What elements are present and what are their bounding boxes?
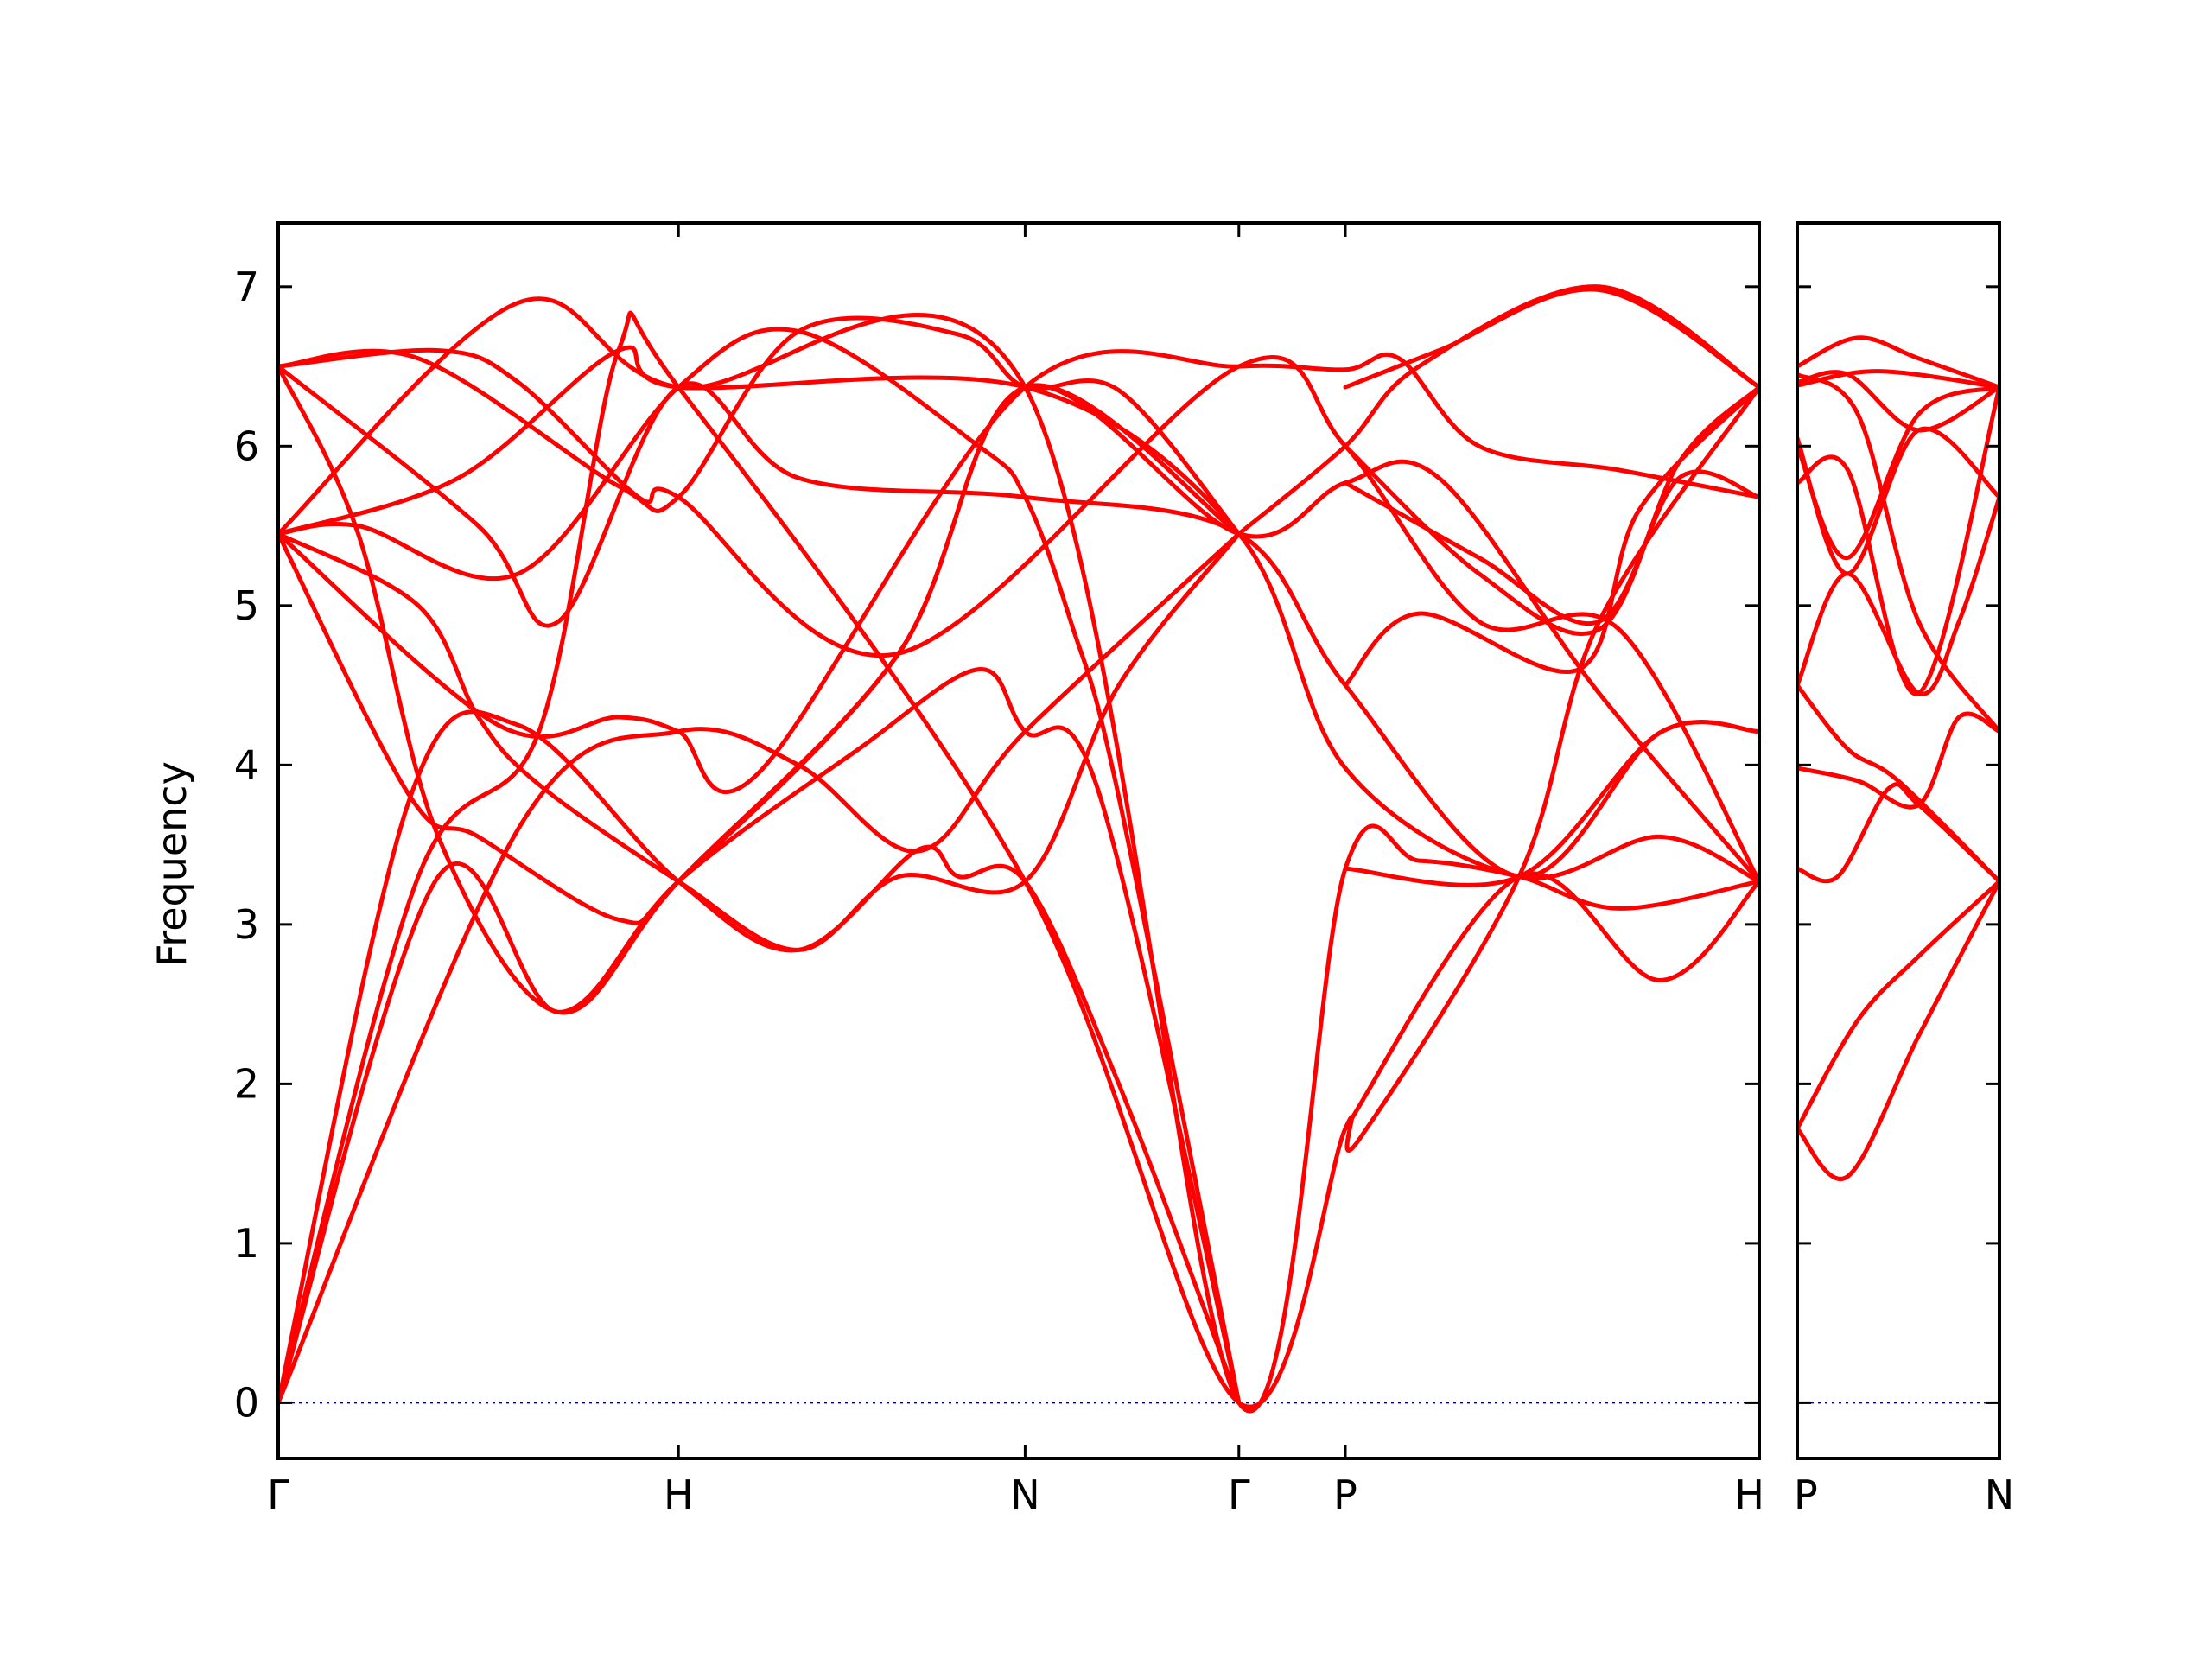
band-line: [1797, 426, 1999, 576]
band-line: [1343, 720, 1759, 887]
panel-1: 0 1 2 3 4 5 6 7 Γ H N Γ P H: [234, 221, 1764, 1518]
band-line: [278, 364, 1759, 880]
band-line: [1797, 683, 1999, 884]
band-line: [1343, 469, 1759, 626]
y-tick-label: 6: [234, 423, 259, 469]
y-tick-label: 3: [234, 901, 259, 948]
band-line: [1236, 284, 1759, 537]
band-line: [1797, 782, 1999, 884]
band-line: [1797, 879, 1999, 1131]
band-line: [1797, 385, 1999, 696]
band-line: [1797, 335, 1999, 390]
band-line: [1797, 711, 1999, 810]
bands: [278, 284, 1759, 1414]
y-axis-label: Frequency: [149, 761, 195, 967]
y-tick-label: 7: [234, 264, 259, 310]
band-line: [1797, 372, 1999, 734]
band-line: [1343, 287, 1759, 390]
band-line: [278, 296, 1759, 1414]
y-tick-label: 4: [234, 741, 259, 788]
x-tick-label: H: [1734, 1471, 1764, 1518]
bands: [1797, 335, 1999, 1181]
x-tick-label: Γ: [1228, 1471, 1250, 1518]
band-line: [1797, 370, 1999, 433]
band-line: [1343, 385, 1759, 637]
y-tick-label: 5: [234, 582, 259, 629]
band-line: [278, 531, 1242, 1405]
band-line: [278, 327, 1242, 1405]
band-line: [1797, 494, 1999, 696]
x-tick-label: Γ: [267, 1471, 289, 1518]
y-tick-label: 0: [234, 1379, 259, 1426]
band-line: [278, 383, 1242, 925]
y-tick-label: 1: [234, 1220, 259, 1267]
x-tick-label: P: [1794, 1471, 1818, 1518]
band-line: [278, 667, 1242, 1405]
x-tick-label: N: [1010, 1471, 1039, 1518]
x-tick-label: N: [1985, 1471, 2014, 1518]
band-line: [1797, 879, 1999, 1181]
band-line: [278, 345, 1759, 884]
axis-frame: [276, 221, 1761, 1460]
band-line: [1343, 871, 1759, 1131]
axis-frame: [1796, 221, 2001, 1460]
y-tick-label: 2: [234, 1060, 259, 1107]
x-tick-label: H: [664, 1471, 694, 1518]
band-line: [278, 531, 1242, 952]
band-line: [278, 364, 1759, 1015]
x-tick-label: P: [1333, 1471, 1357, 1518]
band-line: [278, 315, 1242, 537]
